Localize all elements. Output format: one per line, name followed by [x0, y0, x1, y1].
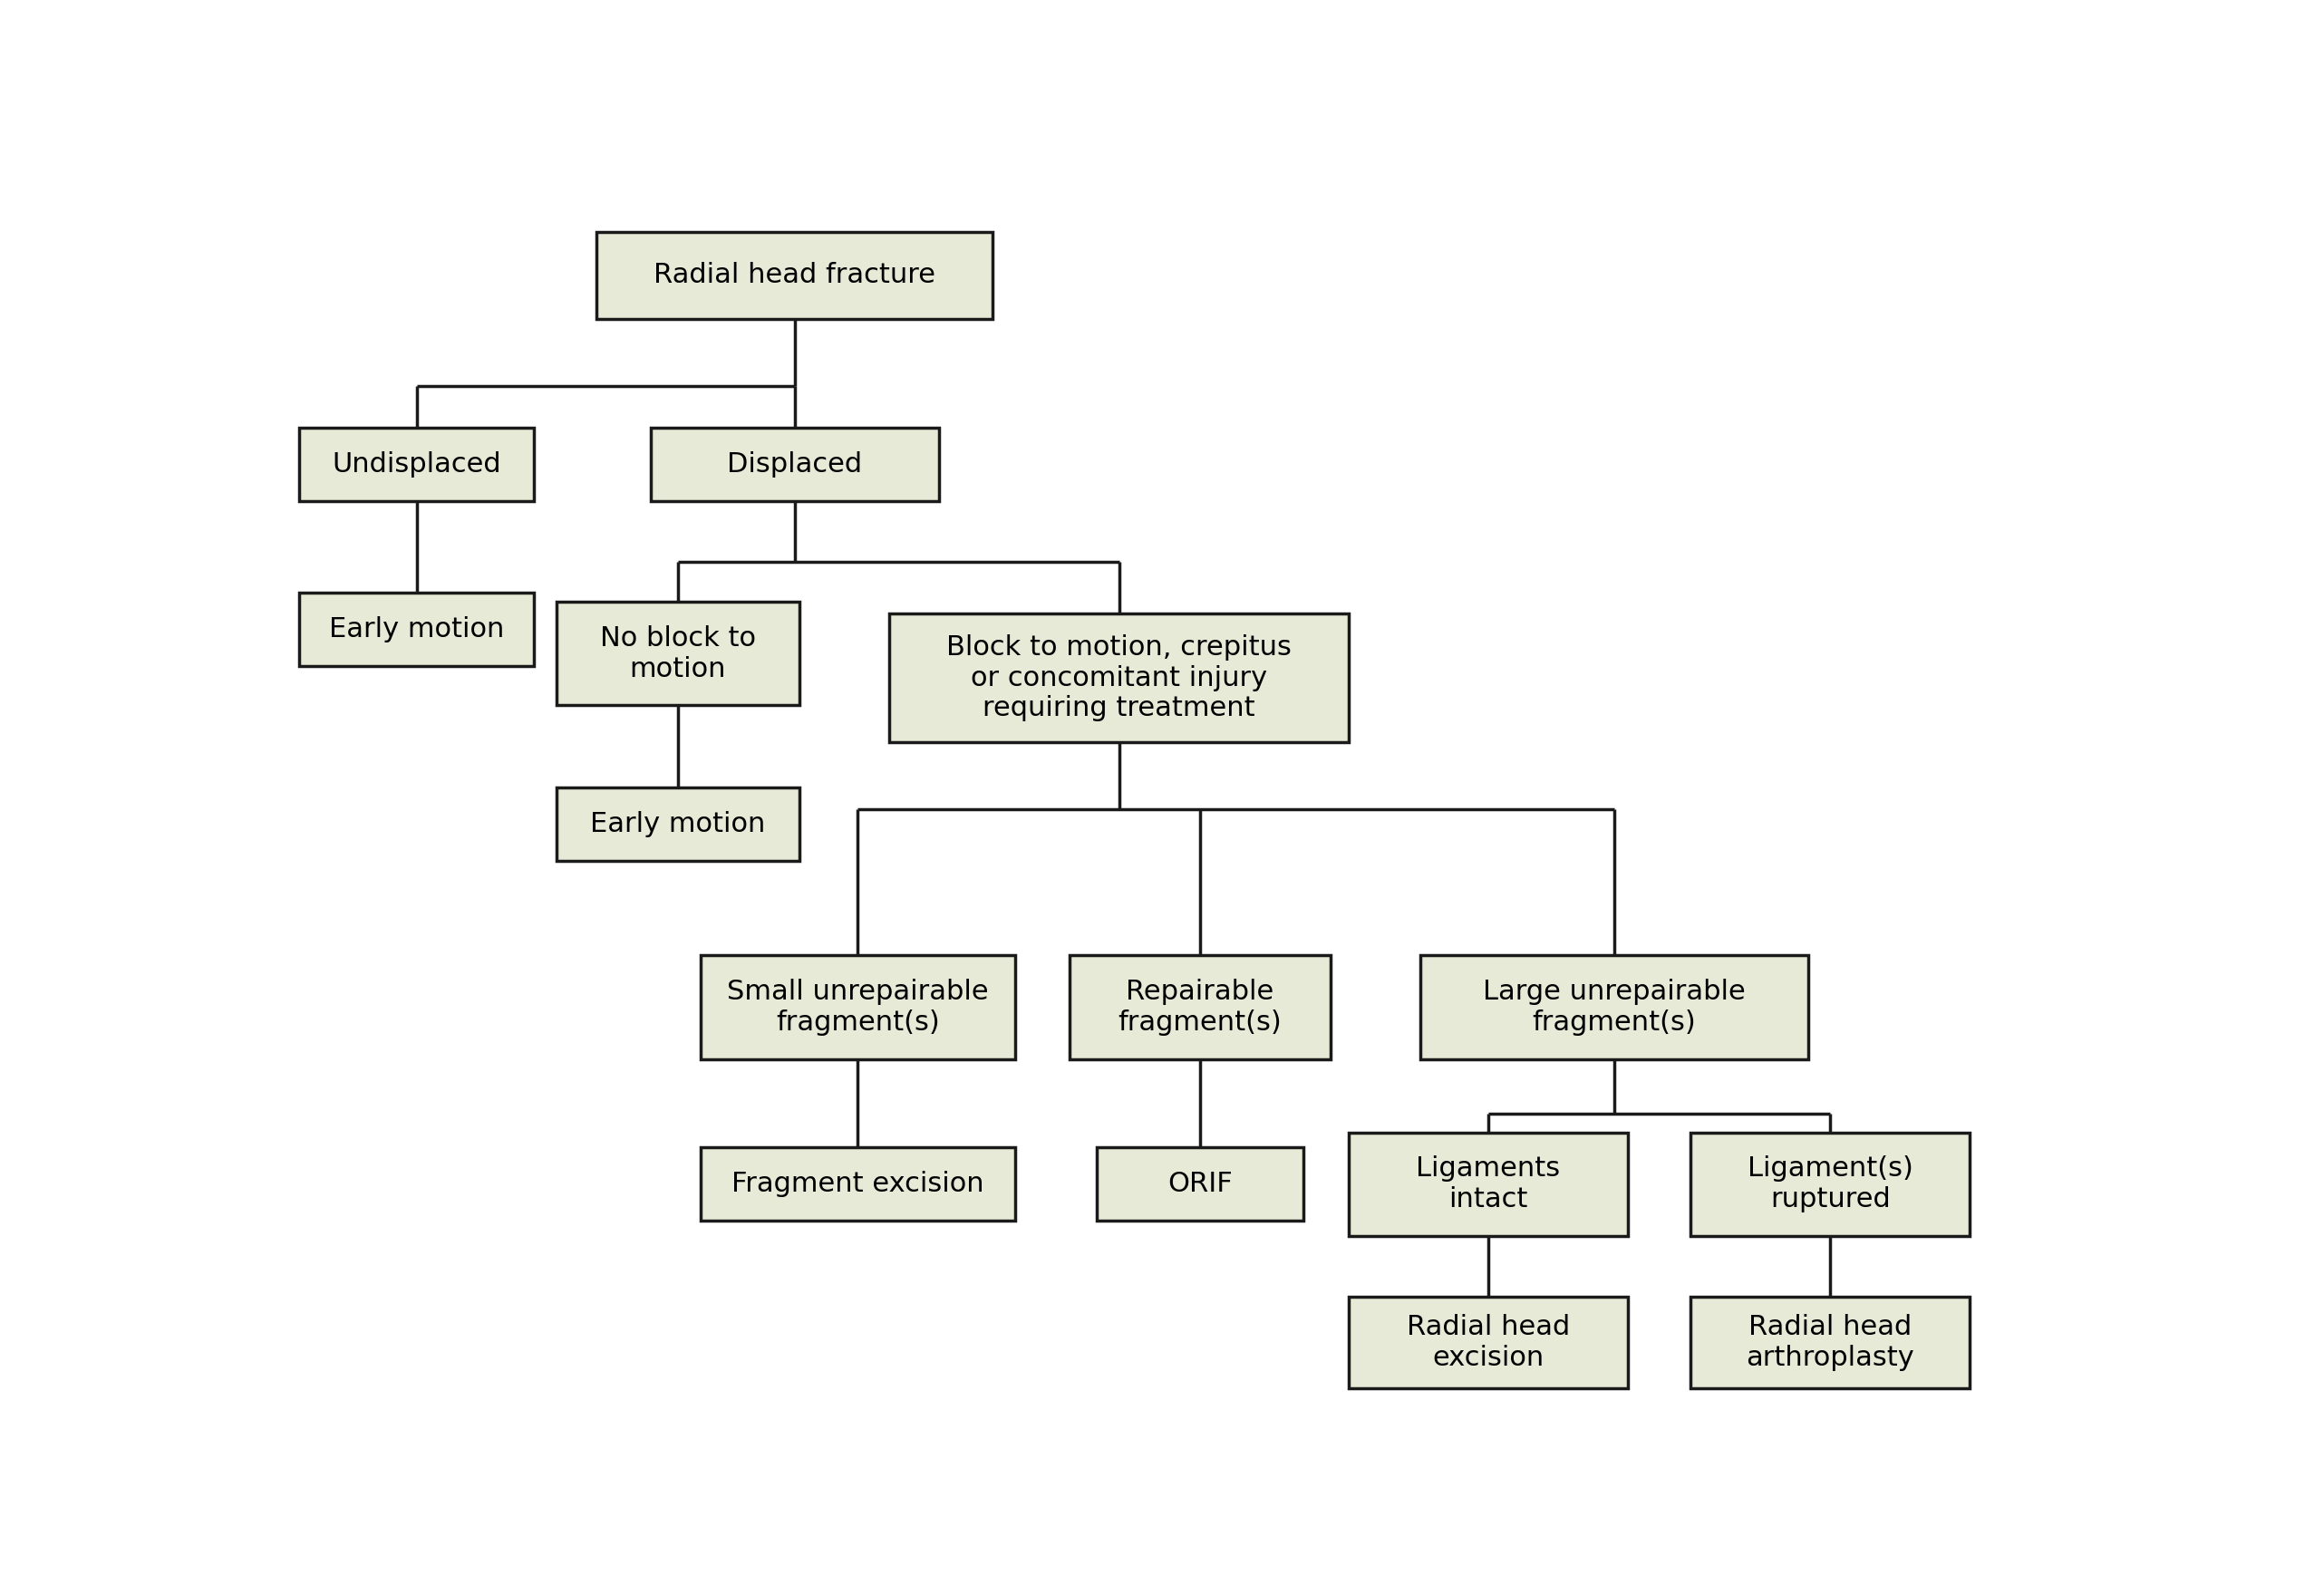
Text: Large unrepairable
fragment(s): Large unrepairable fragment(s): [1483, 979, 1745, 1036]
Text: Block to motion, crepitus
or concomitant injury
requiring treatment: Block to motion, crepitus or concomitant…: [946, 634, 1292, 722]
FancyBboxPatch shape: [555, 602, 799, 705]
FancyBboxPatch shape: [1069, 955, 1332, 1060]
Text: Undisplaced: Undisplaced: [332, 451, 502, 478]
FancyBboxPatch shape: [1348, 1297, 1627, 1389]
FancyBboxPatch shape: [1348, 1133, 1627, 1236]
FancyBboxPatch shape: [651, 428, 939, 501]
Text: Fragment excision: Fragment excision: [732, 1171, 983, 1198]
Text: No block to
motion: No block to motion: [600, 626, 755, 683]
Text: ORIF: ORIF: [1167, 1171, 1232, 1198]
FancyBboxPatch shape: [597, 231, 992, 320]
FancyBboxPatch shape: [1097, 1147, 1304, 1221]
Text: Early motion: Early motion: [590, 811, 765, 838]
Text: Radial head
excision: Radial head excision: [1406, 1315, 1571, 1372]
FancyBboxPatch shape: [890, 615, 1348, 741]
Text: Displaced: Displaced: [727, 451, 862, 478]
FancyBboxPatch shape: [300, 428, 535, 501]
Text: Ligament(s)
ruptured: Ligament(s) ruptured: [1748, 1156, 1913, 1212]
FancyBboxPatch shape: [700, 1147, 1016, 1221]
FancyBboxPatch shape: [700, 955, 1016, 1060]
Text: Ligaments
intact: Ligaments intact: [1415, 1156, 1559, 1212]
Text: Small unrepairable
fragment(s): Small unrepairable fragment(s): [727, 979, 988, 1036]
Text: Repairable
fragment(s): Repairable fragment(s): [1118, 979, 1283, 1036]
Text: Early motion: Early motion: [330, 616, 504, 642]
FancyBboxPatch shape: [555, 787, 799, 862]
Text: Radial head
arthroplasty: Radial head arthroplasty: [1745, 1315, 1915, 1372]
FancyBboxPatch shape: [1420, 955, 1808, 1060]
FancyBboxPatch shape: [1692, 1133, 1971, 1236]
FancyBboxPatch shape: [300, 592, 535, 665]
Text: Radial head fracture: Radial head fracture: [653, 263, 937, 288]
FancyBboxPatch shape: [1692, 1297, 1971, 1389]
